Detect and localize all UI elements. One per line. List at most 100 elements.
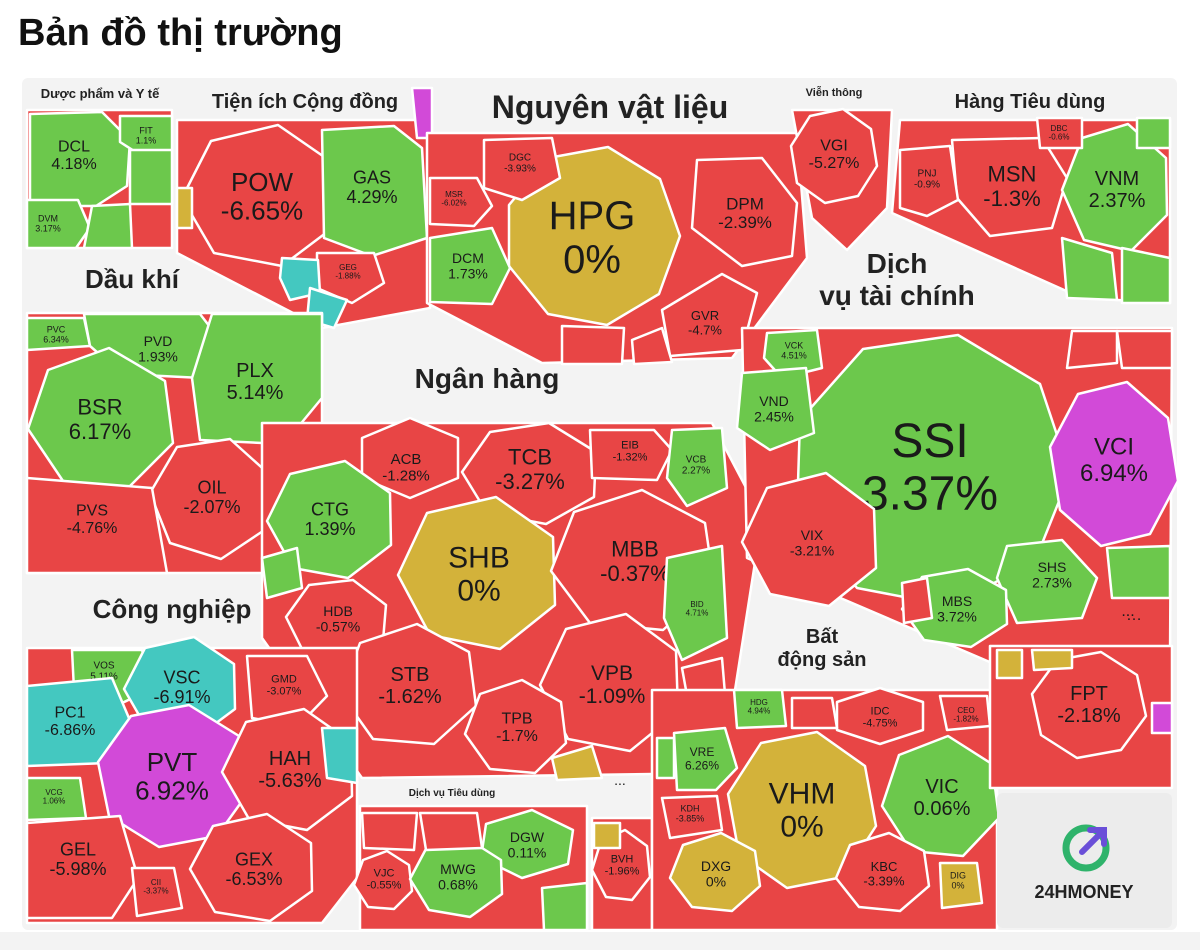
- cell-idc: [835, 686, 925, 746]
- ticker-dcl: DCL: [58, 139, 90, 156]
- change-bsr: 6.17%: [69, 419, 131, 444]
- change-dvm: 3.17%: [35, 224, 61, 234]
- cell-mwg: [408, 837, 504, 919]
- small-cell: [560, 324, 626, 366]
- change-pvs: -4.76%: [67, 520, 118, 537]
- more-dots-fpt-block: ...: [1121, 603, 1134, 620]
- change-vix: -3.21%: [790, 542, 834, 558]
- ticker-shs: SHS: [1038, 559, 1067, 575]
- change-hah: -5.63%: [258, 770, 322, 792]
- cell-dpm: [690, 156, 799, 268]
- cell-pvs: [25, 476, 169, 575]
- ticker-bid: BID: [690, 600, 704, 609]
- change-vnm: 2.37%: [1089, 190, 1146, 212]
- ticker-gvr: GVR: [691, 308, 719, 323]
- more-dots: …: [1126, 607, 1142, 624]
- small-cell: [128, 148, 174, 206]
- cell-shs: [995, 538, 1099, 625]
- cell-vre: [672, 726, 739, 792]
- small-cell: [630, 326, 674, 366]
- ticker-vcb: VCB: [686, 455, 707, 466]
- cell-fpt: [1030, 650, 1148, 760]
- change-mwg: 0.68%: [438, 876, 478, 892]
- change-idc: -4.75%: [863, 717, 898, 729]
- cell-vjc: [352, 849, 414, 911]
- change-vck: 4.51%: [781, 351, 807, 361]
- ticker-pvt: PVT: [147, 747, 198, 777]
- ticker-pvc: PVC: [47, 325, 66, 335]
- change-shb: 0%: [457, 575, 500, 608]
- sector-label-tien-ich-cong-dong: Tiện ích Cộng đồng: [212, 91, 398, 113]
- change-geg: -1.88%: [335, 272, 360, 281]
- change-vnd: 2.45%: [754, 408, 794, 424]
- small-cell: [550, 744, 604, 782]
- ticker-mbb: MBB: [611, 537, 659, 562]
- change-plx: 5.14%: [227, 382, 284, 404]
- logo-text: 24HMONEY: [1034, 882, 1133, 902]
- page-title: Bản đồ thị trường: [18, 12, 343, 54]
- small-cell: [175, 186, 194, 230]
- change-shs: 2.73%: [1032, 574, 1072, 590]
- change-pc1: -6.86%: [45, 722, 96, 739]
- ticker-vjc: VJC: [374, 867, 395, 879]
- small-cell: [1115, 329, 1174, 370]
- cell-dcm: [428, 226, 512, 306]
- small-cell: [995, 648, 1024, 680]
- ticker-gel: GEL: [60, 839, 96, 859]
- small-cell: [1105, 544, 1172, 600]
- change-pvc: 6.34%: [43, 335, 69, 345]
- ticker-vos: VOS: [93, 661, 114, 672]
- small-cell: [320, 726, 359, 785]
- logo-panel: [997, 793, 1172, 928]
- change-hpg: 0%: [563, 238, 621, 282]
- change-vgi: -5.27%: [809, 155, 860, 172]
- ticker-dxg: DXG: [701, 858, 731, 874]
- small-cell: [540, 881, 589, 930]
- change-acb: -1.28%: [382, 467, 430, 484]
- change-fpt: -2.18%: [1057, 705, 1121, 727]
- cell-hdg: [732, 688, 788, 730]
- change-vpb: -1.09%: [579, 685, 646, 708]
- change-gas: 4.29%: [346, 187, 397, 207]
- ticker-pc1: PC1: [54, 705, 85, 722]
- change-dbc: -0.6%: [1049, 133, 1070, 142]
- small-cell: [82, 202, 134, 250]
- cell-dgc: [482, 136, 562, 202]
- ticker-geg: GEG: [339, 263, 357, 272]
- cell-vhm: [726, 730, 878, 890]
- sector-label-vien-thong: Viễn thông: [806, 86, 863, 99]
- small-cell: [1065, 329, 1119, 370]
- cell-dxg: [668, 831, 762, 913]
- change-kbc: -3.39%: [863, 873, 905, 888]
- change-msr: -6.02%: [441, 199, 466, 208]
- ticker-gex: GEX: [235, 849, 273, 869]
- ticker-tpb: TPB: [501, 711, 532, 728]
- cell-gmd: [245, 654, 329, 728]
- ticker-vcg: VCG: [45, 788, 62, 797]
- change-tcb: -3.27%: [495, 469, 565, 494]
- ticker-vnd: VND: [759, 393, 789, 409]
- ticker-msn: MSN: [988, 162, 1037, 187]
- ticker-kdh: KDH: [680, 804, 699, 814]
- change-gex: -6.53%: [225, 869, 282, 889]
- change-oil: -2.07%: [183, 497, 240, 517]
- cell-kbc: [834, 831, 931, 913]
- ticker-dcm: DCM: [452, 250, 484, 266]
- change-dgc: -3.93%: [504, 164, 536, 175]
- cell-eib: [588, 428, 674, 482]
- change-ceo: -1.82%: [953, 715, 978, 724]
- change-vos: 5.11%: [90, 672, 118, 683]
- change-dxg: 0%: [706, 873, 726, 889]
- change-ssi: 3.37%: [862, 468, 998, 521]
- cell-gex: [188, 812, 314, 923]
- ticker-vre: VRE: [690, 745, 715, 759]
- change-cii: -3.37%: [143, 887, 168, 896]
- ticker-hdg: HDG: [750, 698, 768, 707]
- small-cell: [360, 811, 419, 852]
- ticker-bvh: BVH: [611, 853, 634, 865]
- ticker-msr: MSR: [445, 190, 463, 199]
- small-cell: [1150, 701, 1174, 735]
- small-cell: [1120, 246, 1172, 305]
- change-vsc: -6.91%: [153, 687, 210, 707]
